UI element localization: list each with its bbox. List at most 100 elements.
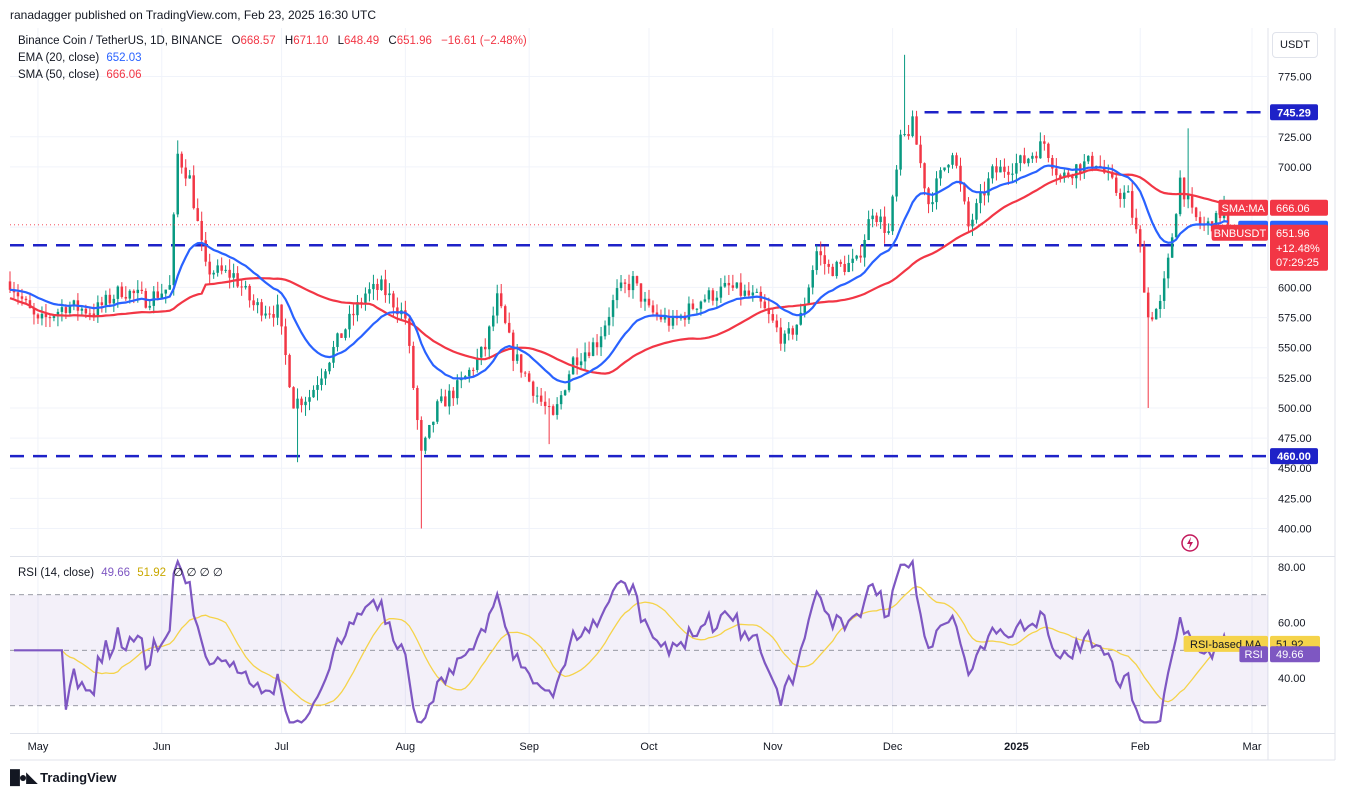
candle-body: [795, 324, 798, 335]
candle-body: [140, 289, 144, 291]
candle-body: [296, 398, 299, 409]
candle-body: [627, 283, 631, 291]
candle-body: [88, 313, 92, 315]
candle-body: [911, 116, 914, 137]
candle-body: [783, 333, 787, 344]
branding-text: TradingView: [40, 770, 117, 785]
candle-body: [1027, 158, 1030, 164]
candle-body: [1150, 317, 1154, 320]
candle-body: [935, 178, 938, 203]
candle-body: [472, 369, 475, 371]
candle-body: [827, 263, 830, 267]
candle-body: [224, 269, 227, 271]
candle-body: [1035, 155, 1038, 159]
candle-body: [1043, 141, 1046, 144]
candle-body: [875, 215, 878, 223]
candle-body: [1122, 192, 1126, 199]
price-tag-label: SMA:MA: [1221, 203, 1265, 215]
level-tag-bg: [1270, 448, 1318, 465]
high-label: H: [284, 35, 294, 47]
candle-body: [719, 286, 723, 298]
rsi-tag-value-bg: [1270, 646, 1320, 663]
time-tick-label: Mar: [1243, 741, 1262, 753]
time-tick-label: Sep: [519, 741, 539, 753]
candle-body: [603, 325, 607, 337]
candle-body: [484, 346, 487, 350]
candle-body: [408, 318, 411, 346]
candle-body: [751, 292, 755, 296]
candle-body: [112, 298, 116, 304]
candle-body: [276, 304, 279, 318]
candle-body: [951, 155, 954, 165]
candle-body: [831, 266, 834, 277]
candle-body: [1083, 161, 1086, 173]
candle-body: [60, 307, 64, 312]
time-tick-label: Jun: [153, 741, 171, 753]
tradingview-logo: █●◣ TradingView: [10, 769, 117, 786]
candle-body: [1115, 177, 1118, 193]
candle-body: [404, 310, 407, 319]
candle-body: [48, 317, 52, 319]
rsi-tag-label-bg: [1239, 646, 1268, 663]
price-tag-smama: SMA:MA 666.06: [1218, 199, 1328, 216]
candle-body: [368, 289, 371, 294]
candle-body: [651, 305, 655, 313]
candle-body: [607, 316, 611, 326]
candle-body: [44, 313, 48, 318]
candle-body: [587, 352, 591, 356]
candle-body: [240, 286, 243, 288]
candle-body: [184, 167, 187, 179]
sma-label: SMA (50, close): [18, 69, 100, 81]
candle-body: [955, 155, 958, 166]
candle-body: [723, 282, 727, 287]
candle-body: [380, 279, 383, 290]
candle-body: [1162, 278, 1166, 301]
level-tag-text: 460.00: [1277, 451, 1311, 463]
candle-body: [947, 164, 950, 168]
price-tick-label: 575.00: [1278, 313, 1312, 325]
price-tick-label: 425.00: [1278, 493, 1312, 505]
candle-body: [1142, 246, 1146, 293]
candle-body: [767, 308, 771, 315]
candle-body: [356, 302, 359, 316]
currency-button[interactable]: USDT: [1272, 32, 1318, 58]
candle-body: [396, 307, 399, 315]
candle-body: [867, 219, 870, 240]
candle-body: [176, 153, 179, 215]
candle-body: [895, 169, 898, 197]
rsi-ma-value: 51.92: [137, 567, 167, 579]
candle-body: [64, 307, 68, 313]
candle-body: [292, 387, 295, 409]
candle-body: [124, 296, 128, 299]
candle-body: [132, 290, 136, 294]
tradingview-icon: █●◣: [10, 769, 37, 785]
candle-body: [1134, 217, 1138, 230]
candle-body: [344, 329, 347, 338]
candle-body: [252, 300, 255, 306]
flash-icon[interactable]: [1180, 533, 1200, 553]
price-tick-label: 400.00: [1278, 524, 1312, 536]
candle-body: [519, 354, 523, 373]
level-tag-460.00: 460.00: [1270, 448, 1318, 465]
candle-body: [927, 188, 930, 205]
candle-body: [1174, 214, 1178, 238]
candle-body: [432, 421, 435, 425]
candle-body: [659, 314, 663, 320]
time-tick-label: Aug: [396, 741, 416, 753]
candle-body: [775, 320, 779, 328]
price-tick-label: 700.00: [1278, 162, 1312, 174]
candle-body: [1154, 309, 1158, 320]
candle-body: [815, 251, 818, 271]
candle-body: [428, 424, 431, 438]
candle-body: [599, 336, 603, 348]
candle-body: [308, 397, 311, 402]
candle-body: [771, 314, 775, 321]
price-tag-value-bg: [1270, 199, 1328, 216]
level-tag-745.29: 745.29: [1270, 104, 1318, 121]
candle-body: [1214, 213, 1218, 232]
price-tag-value-bg: [1270, 224, 1328, 271]
candle-body: [1031, 155, 1034, 159]
candle-body: [204, 240, 207, 262]
time-tick-label: 2025: [1004, 741, 1028, 753]
